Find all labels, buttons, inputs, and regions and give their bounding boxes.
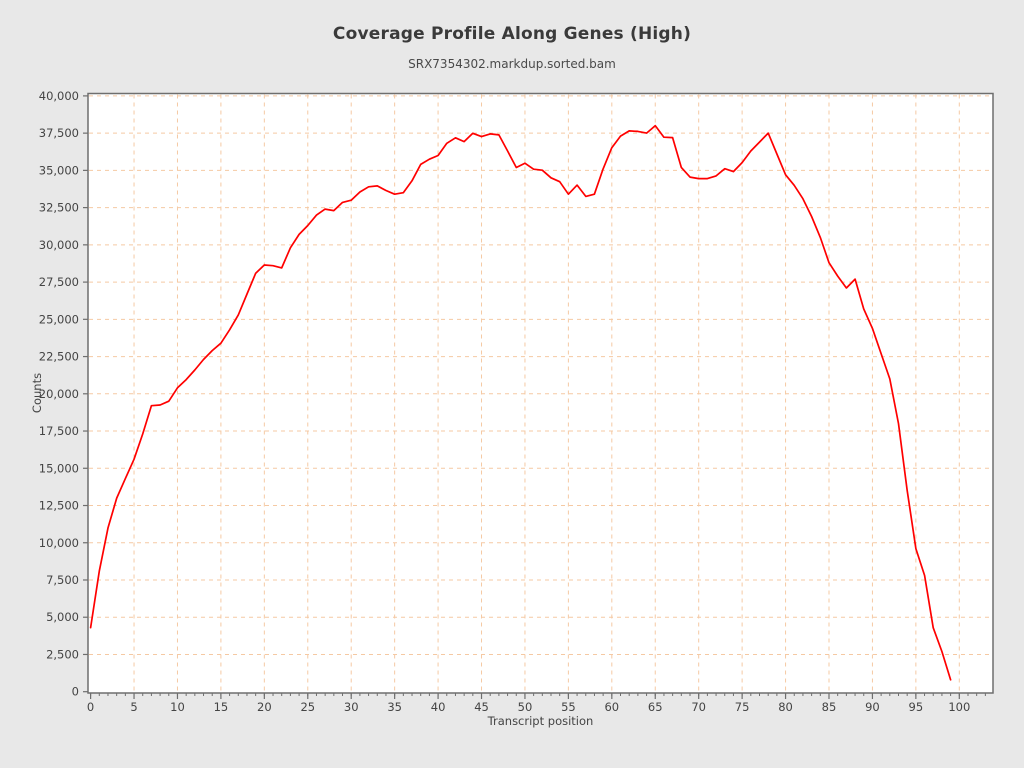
chart-subtitle: SRX7354302.markdup.sorted.bam [408, 57, 616, 71]
chart-title: Coverage Profile Along Genes (High) [332, 24, 692, 44]
x-tick-label: 10 [170, 700, 185, 714]
y-tick-label: 15,000 [39, 461, 79, 475]
y-tick-label: 22,500 [39, 350, 79, 364]
y-tick-label: 2,500 [46, 647, 79, 661]
x-tick-label: 55 [561, 700, 576, 714]
x-tick-label: 15 [214, 700, 229, 714]
y-tick-label: 37,500 [39, 126, 79, 140]
y-tick-label: 12,500 [39, 499, 79, 513]
x-tick-label: 5 [130, 700, 137, 714]
plot-area [88, 93, 993, 693]
x-tick-label: 75 [735, 700, 750, 714]
x-tick-label: 20 [257, 700, 272, 714]
x-tick-label: 90 [865, 700, 880, 714]
y-tick-label: 5,000 [46, 610, 79, 624]
y-tick-label: 30,000 [39, 238, 79, 252]
y-tick-label: 17,500 [39, 424, 79, 438]
x-tick-label: 30 [344, 700, 359, 714]
coverage-line [89, 124, 952, 681]
x-tick-label: 40 [431, 700, 446, 714]
x-tick-label: 35 [387, 700, 402, 714]
x-tick-label: 25 [300, 700, 315, 714]
x-tick-label: 0 [87, 700, 94, 714]
y-tick-label: 25,000 [39, 312, 79, 326]
y-tick-label: 35,000 [39, 163, 79, 177]
y-tick-label: 27,500 [39, 275, 79, 289]
x-tick-label: 100 [948, 700, 970, 714]
x-tick-label: 60 [604, 700, 619, 714]
y-tick-label: 20,000 [39, 387, 79, 401]
x-tick-label: 65 [648, 700, 663, 714]
y-axis-title: Counts [30, 372, 44, 414]
y-tick-label: 40,000 [39, 89, 79, 103]
x-axis-title: Transcript position [487, 714, 594, 728]
y-tick-label: 7,500 [46, 573, 79, 587]
y-tick-label: 0 [72, 685, 79, 699]
x-tick-label: 85 [822, 700, 837, 714]
x-tick-label: 95 [909, 700, 924, 714]
x-tick-label: 45 [474, 700, 489, 714]
y-tick-label: 10,000 [39, 536, 79, 550]
x-tick-label: 70 [691, 700, 706, 714]
y-tick-label: 32,500 [39, 201, 79, 215]
x-tick-label: 80 [778, 700, 793, 714]
x-tick-label: 50 [518, 700, 533, 714]
